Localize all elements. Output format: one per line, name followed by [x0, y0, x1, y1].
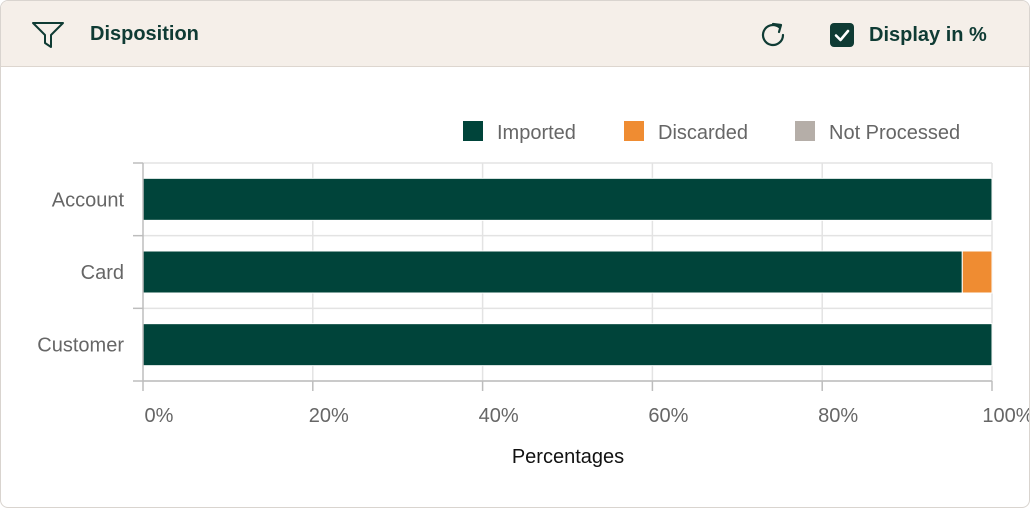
filter-icon[interactable] [31, 20, 65, 50]
bar-card-imported[interactable] [142, 250, 963, 294]
legend-swatch [795, 121, 815, 141]
chart-bars [142, 177, 993, 367]
card-header: Disposition Display in % [1, 1, 1029, 67]
checkmark-icon [834, 29, 850, 42]
card-title: Disposition [90, 23, 199, 45]
y-category-label: Card [81, 262, 124, 284]
display-percent-label: Display in % [869, 24, 987, 46]
legend-item-not-processed[interactable]: Not Processed [795, 121, 960, 144]
x-tick-label: 40% [479, 405, 519, 427]
x-tick-label: 20% [309, 405, 349, 427]
x-tick-label: 60% [648, 405, 688, 427]
refresh-icon[interactable] [757, 19, 789, 51]
x-tick-label: 80% [818, 405, 858, 427]
x-tick-label: 0% [145, 405, 174, 427]
legend-swatch [624, 121, 644, 141]
bar-account-imported[interactable] [142, 177, 993, 221]
x-axis-title: Percentages [512, 446, 624, 468]
y-category-label: Customer [37, 335, 124, 357]
chart-legend: Imported Discarded Not Processed [463, 121, 960, 144]
legend-item-imported[interactable]: Imported [463, 121, 576, 144]
bar-card-discarded[interactable] [961, 250, 993, 294]
bar-customer-imported[interactable] [142, 323, 993, 367]
x-tick-label: 100% [982, 405, 1029, 427]
legend-swatch [463, 121, 483, 141]
y-category-label: Account [52, 189, 125, 211]
disposition-chart: 0% 20% 40% 60% 80% 100% Account Card Customer Im… [37, 121, 1029, 468]
display-percent-checkbox[interactable] [830, 23, 854, 47]
display-percent-toggle[interactable]: Display in % [830, 21, 987, 49]
legend-item-discarded[interactable]: Discarded [624, 121, 748, 144]
chart-axes: 0% 20% 40% 60% 80% 100% Account Card Customer [37, 162, 1029, 427]
legend-label: Discarded [658, 122, 748, 144]
legend-label: Imported [497, 122, 576, 144]
legend-label: Not Processed [829, 122, 960, 144]
